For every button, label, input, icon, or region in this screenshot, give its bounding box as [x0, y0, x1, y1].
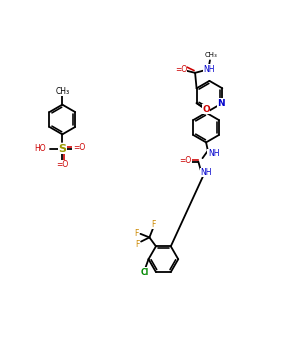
Text: NH: NH [208, 149, 219, 158]
Text: =O: =O [179, 156, 191, 165]
Text: Cl: Cl [141, 268, 149, 277]
Text: F: F [134, 229, 139, 238]
Text: S: S [58, 144, 66, 154]
Text: N: N [217, 99, 225, 108]
Text: =O: =O [175, 65, 187, 74]
Text: F: F [135, 240, 140, 249]
Text: HO: HO [34, 144, 46, 153]
Text: CH₃: CH₃ [55, 87, 69, 96]
Text: NH: NH [203, 65, 214, 74]
Text: NH: NH [200, 168, 212, 177]
Text: O: O [202, 104, 210, 113]
Text: =O: =O [73, 143, 85, 152]
Text: CH₃: CH₃ [204, 52, 217, 58]
Text: F: F [152, 220, 156, 229]
Text: =O: =O [56, 160, 68, 169]
